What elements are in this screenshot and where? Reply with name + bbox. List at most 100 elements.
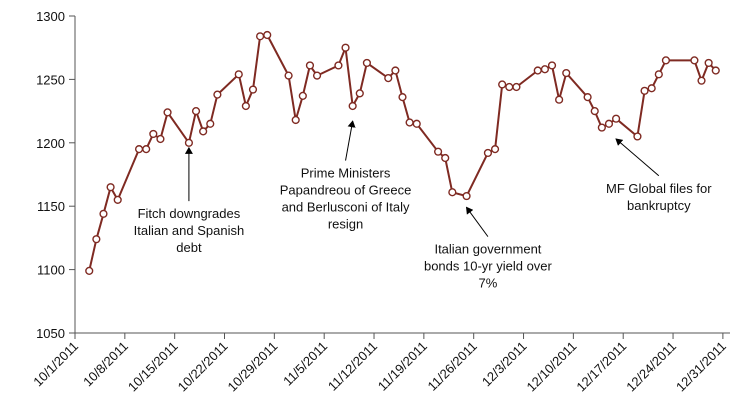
data-point xyxy=(113,195,122,204)
x-tick-label: 11/26/2011 xyxy=(425,339,480,394)
data-point xyxy=(163,108,172,117)
data-point xyxy=(505,82,514,92)
annotations: Fitch downgrades Italian and Spanish debt P… xyxy=(134,120,712,291)
data-point xyxy=(85,266,94,275)
data-point xyxy=(633,132,642,141)
x-tick-label: 10/8/2011 xyxy=(80,339,131,390)
data-point xyxy=(533,66,542,75)
data-point xyxy=(241,101,250,111)
data-point xyxy=(640,86,649,95)
data-point xyxy=(490,145,500,154)
data-point xyxy=(348,101,357,111)
y-tick-label: 1100 xyxy=(37,263,65,278)
data-point xyxy=(341,43,350,52)
data-point xyxy=(234,70,243,79)
data-point xyxy=(562,68,571,78)
data-point xyxy=(583,93,592,102)
annotation-text: Italian government bonds 10-yr yield over… xyxy=(424,242,553,291)
data-point xyxy=(498,80,507,89)
annotation-line: bankruptcy xyxy=(627,198,691,213)
x-tick-label: 12/31/2011 xyxy=(673,339,729,395)
x-tick-label: 11/5/2011 xyxy=(280,339,330,389)
data-point xyxy=(184,138,194,147)
data-point xyxy=(462,191,471,201)
y-tick-label: 1150 xyxy=(37,199,65,214)
data-point xyxy=(298,91,307,100)
y-axis-ticks: 1050 1100 1150 1200 1250 1300 xyxy=(36,9,75,341)
data-point xyxy=(384,74,393,83)
data-series xyxy=(85,30,720,275)
data-point xyxy=(284,71,293,80)
data-point xyxy=(441,153,450,163)
data-point xyxy=(661,56,671,65)
data-point xyxy=(355,89,364,98)
x-tick-label: 11/19/2011 xyxy=(375,339,430,394)
annotation-text: MF Global files for bankruptcy xyxy=(606,181,712,213)
data-point xyxy=(149,129,158,139)
data-point xyxy=(654,70,663,79)
y-tick-label: 1250 xyxy=(36,72,65,87)
data-point xyxy=(391,66,400,75)
data-point xyxy=(540,65,549,74)
x-tick-label: 12/17/2011 xyxy=(573,339,629,395)
annotation-text: Fitch downgrades Italian and Spanish debt xyxy=(134,206,245,255)
x-tick-label: 12/3/2011 xyxy=(479,339,530,390)
data-point xyxy=(134,145,144,154)
annotation-line: 7% xyxy=(479,276,498,291)
data-point xyxy=(555,95,564,104)
data-point xyxy=(92,235,101,244)
data-point xyxy=(547,61,557,70)
annotation-line: debt xyxy=(176,240,202,255)
x-tick-label: 10/15/2011 xyxy=(125,339,181,395)
data-point xyxy=(206,119,215,128)
data-point xyxy=(405,118,414,127)
data-point xyxy=(604,119,614,128)
annotation-line: bonds 10-yr yield over xyxy=(424,259,553,274)
annotation-line: Italian and Spanish xyxy=(134,223,245,238)
annotation-line: MF Global files for xyxy=(606,181,712,196)
annotation-arrow xyxy=(615,138,660,177)
x-tick-label: 12/10/2011 xyxy=(524,339,580,395)
y-tick-label: 1200 xyxy=(36,136,65,151)
annotation-line: Italian government xyxy=(434,242,541,257)
x-axis-ticks: 10/1/2011 10/8/201110/15/201110/22/201110… xyxy=(30,333,729,394)
data-point xyxy=(362,58,372,68)
data-point xyxy=(590,106,599,116)
x-tick-label: 12/24/2011 xyxy=(623,339,679,395)
annotation-line: Papandreou of Greece xyxy=(280,183,412,198)
y-tick-label: 1050 xyxy=(36,326,65,341)
data-point xyxy=(248,85,258,94)
annotation-arrow xyxy=(345,120,356,161)
data-point xyxy=(690,56,699,65)
x-tick-label: 10/22/2011 xyxy=(175,339,231,395)
data-point xyxy=(597,123,606,132)
data-point xyxy=(305,61,315,70)
y-tick-label: 1300 xyxy=(36,9,65,24)
data-point xyxy=(647,84,656,93)
x-tick-label: 10/29/2011 xyxy=(225,339,281,395)
annotation-line: Prime Ministers xyxy=(301,166,391,181)
data-point xyxy=(483,148,493,158)
data-point xyxy=(448,188,457,197)
data-point xyxy=(106,183,115,192)
data-point xyxy=(697,76,706,85)
data-point xyxy=(412,119,421,128)
annotation-line: resign xyxy=(328,217,363,232)
annotation-line: and Berlusconi of Italy xyxy=(282,200,410,215)
data-point xyxy=(99,209,108,218)
data-point xyxy=(611,114,621,123)
data-point xyxy=(711,66,720,75)
data-point xyxy=(142,145,151,154)
data-point xyxy=(291,115,300,125)
annotation-arrow xyxy=(465,206,489,237)
data-point xyxy=(433,147,443,156)
data-point xyxy=(263,30,272,40)
data-point xyxy=(312,71,322,80)
annotation-text: Prime Ministers Papandreou of Greece and B… xyxy=(280,166,412,232)
data-point xyxy=(704,58,713,68)
data-point xyxy=(191,106,201,116)
x-tick-label: 11/12/2011 xyxy=(325,339,380,394)
data-point xyxy=(256,32,265,41)
data-point xyxy=(213,90,222,99)
